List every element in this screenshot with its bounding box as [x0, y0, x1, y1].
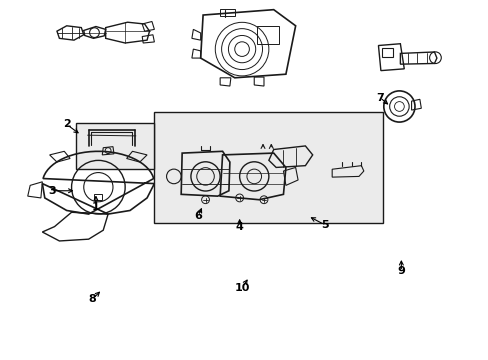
Bar	[220, 9, 234, 17]
Text: 1: 1	[92, 202, 100, 212]
Text: 3: 3	[48, 186, 56, 196]
Text: 10: 10	[234, 283, 249, 293]
Bar	[76, 123, 154, 169]
Text: 6: 6	[194, 211, 202, 221]
Bar	[256, 26, 278, 44]
Text: 7: 7	[375, 93, 383, 103]
Bar	[154, 112, 383, 223]
Bar	[381, 48, 392, 57]
Text: 4: 4	[235, 222, 243, 231]
Bar	[94, 194, 102, 200]
Text: 9: 9	[397, 266, 405, 276]
Text: 5: 5	[321, 220, 328, 230]
Text: 2: 2	[62, 120, 70, 129]
Text: 8: 8	[88, 294, 96, 304]
